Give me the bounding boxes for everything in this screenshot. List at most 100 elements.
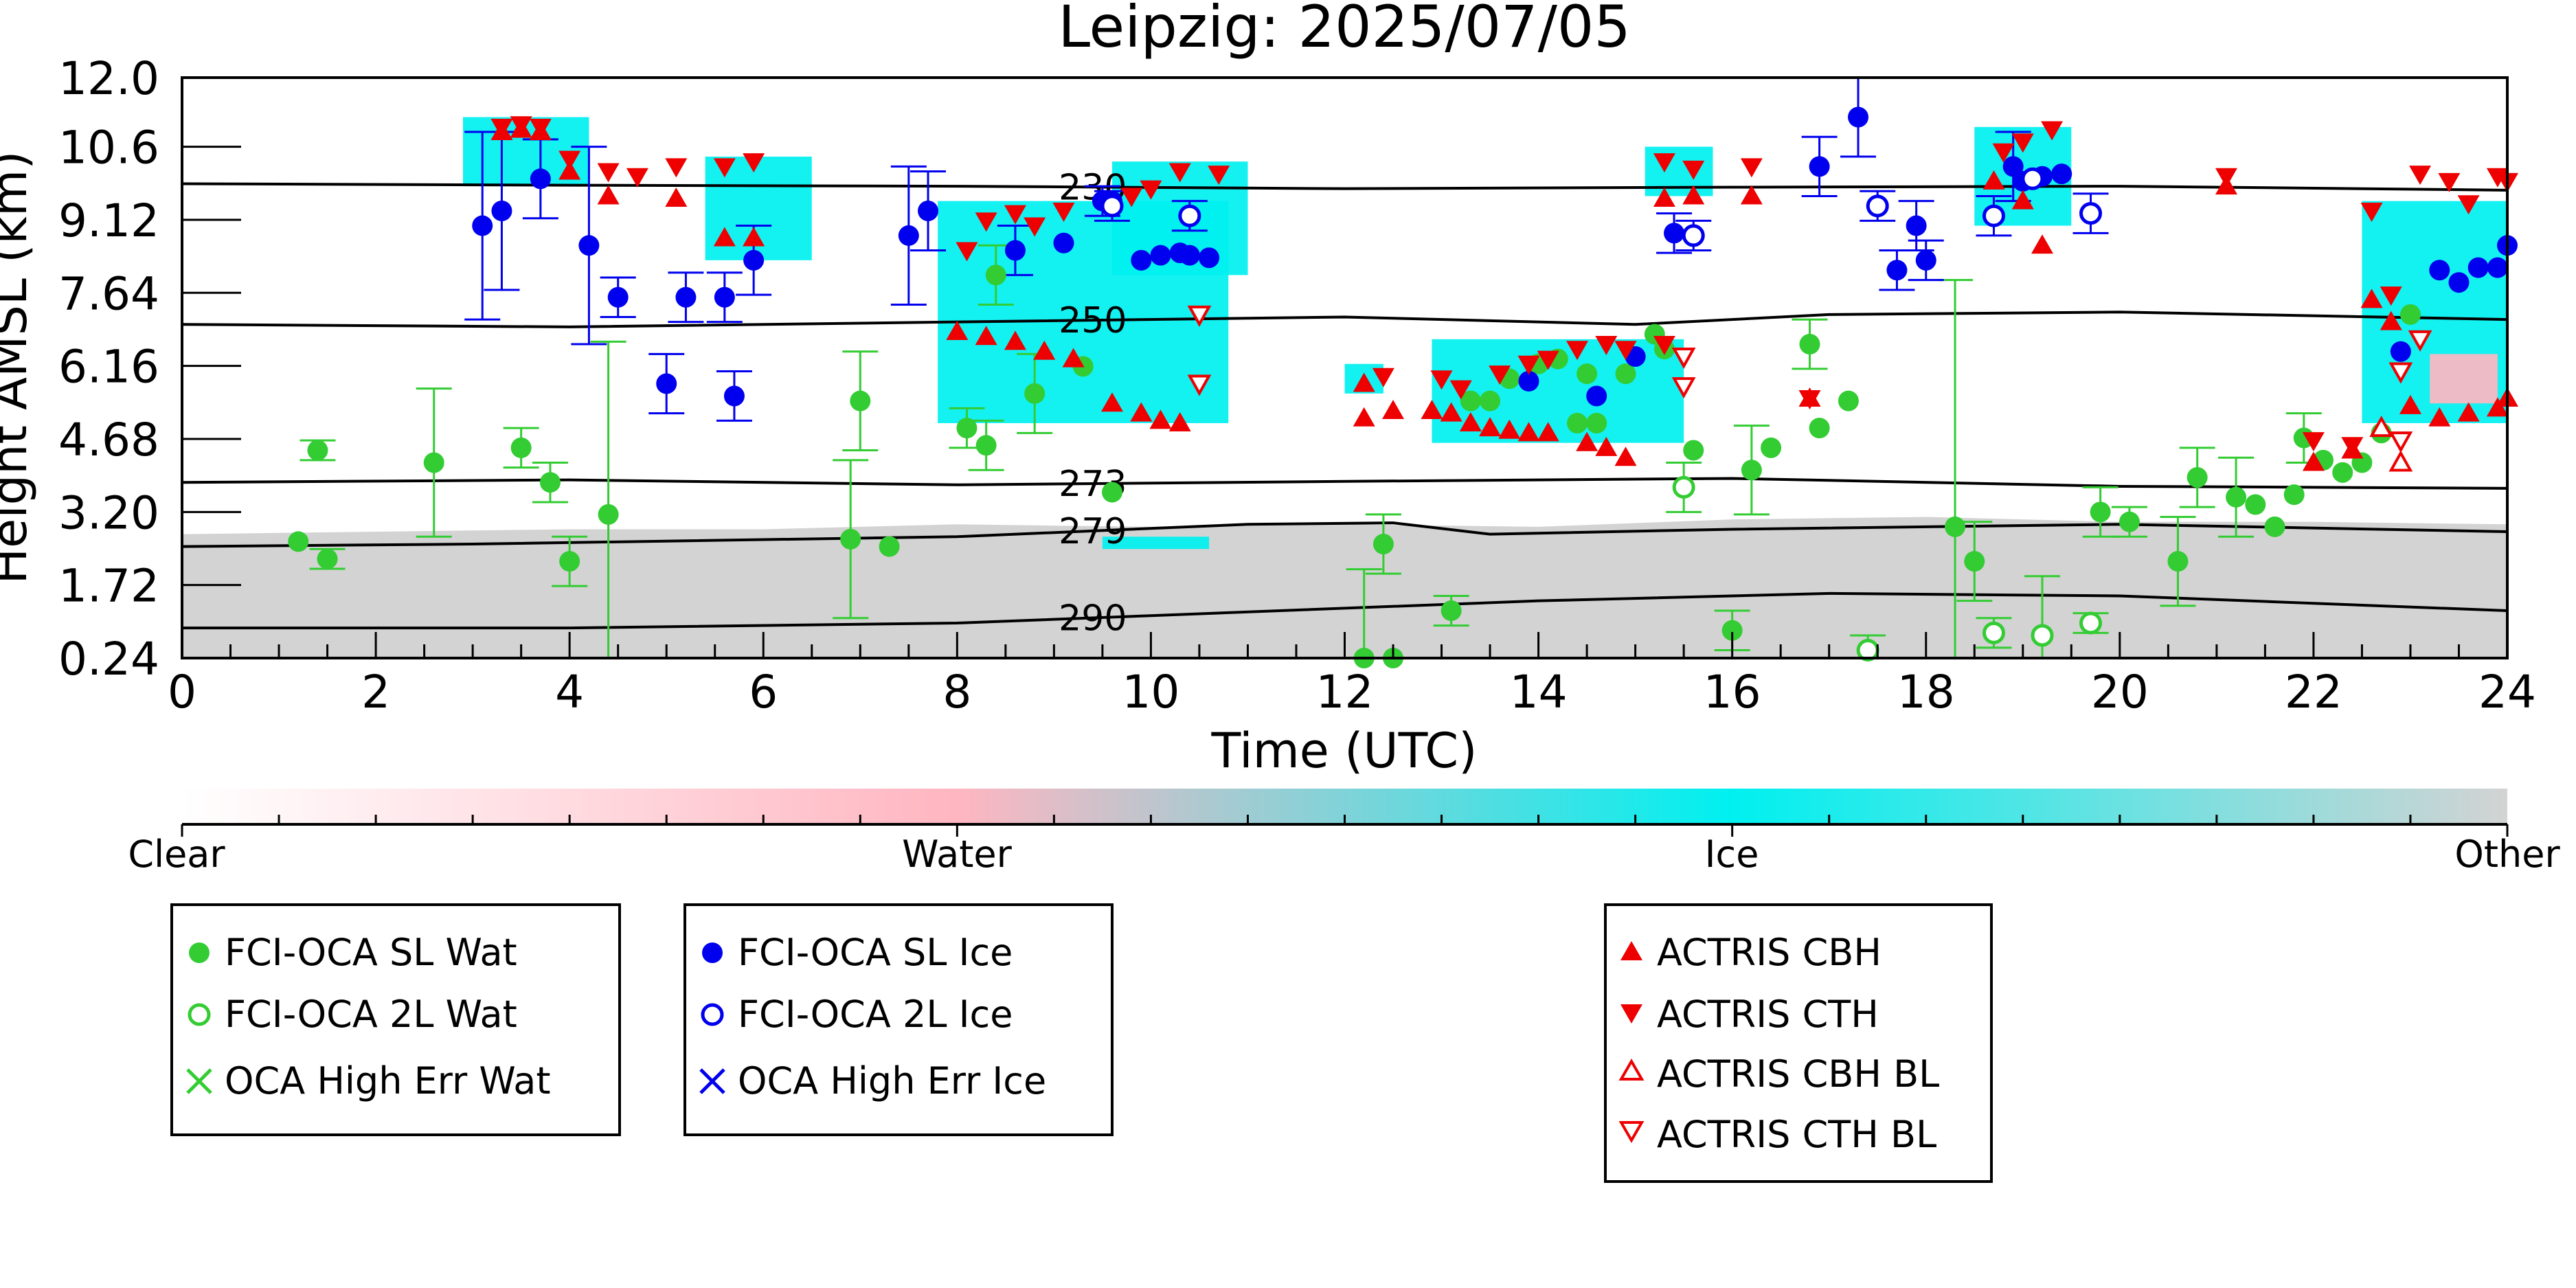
point-actris-cbh-22 [1459,411,1482,431]
contour-273 [182,477,2507,490]
legend-higherr-wat-label: OCA High Err Wat [225,1059,551,1103]
point-actris-cth-37 [2341,437,2364,457]
point-fci-oca-sl-ice-7 [714,286,735,308]
point-actris-cbh-5 [665,188,688,207]
point-actris-cbh-36 [2031,234,2053,254]
y-axis: 0.24 1.72 3.20 4.68 6.16 7.64 9.12 10.6 12.0 [58,52,241,686]
point-fci-oca-sl-wat-42 [2119,511,2140,532]
legend-sl-wat-marker [189,942,210,963]
point-fci-oca-sl-wat-47 [2264,516,2285,537]
point-fci-oca-sl-wat-35 [1761,437,1782,458]
colorbar-label-ice: Ice [1705,833,1759,876]
point-actris-cth-14 [1120,188,1143,207]
point-fci-oca-sl-wat-13 [985,264,1006,286]
point-actris-cth-25 [1595,336,1618,356]
point-fci-oca-2l-ice-4 [1982,204,2005,227]
point-fci-oca-sl-ice-0 [472,215,493,236]
point-actris-cth-26 [1614,341,1637,361]
point-fci-oca-sl-ice-16 [1131,249,1152,271]
point-actris-cth-bl-4 [2388,362,2413,384]
point-fci-oca-sl-wat-45 [2226,486,2247,508]
data-markers [288,106,2518,668]
point-fci-oca-sl-ice-27 [1886,260,1908,281]
point-fci-oca-sl-wat-18 [1372,534,1394,555]
contour-230 [182,182,2507,192]
point-actris-cbh-9 [975,326,997,346]
point-fci-oca-sl-wat-26 [1567,412,1588,433]
legend-2l-ice-marker [701,1003,724,1026]
point-fci-oca-sl-ice-30 [2002,156,2024,177]
classification-regions [182,117,2507,658]
x-tick-label-14: 14 [1510,666,1568,719]
point-fci-oca-sl-wat-41 [2090,501,2111,523]
point-actris-cth-3 [558,150,581,170]
point-actris-cth-13 [1052,203,1075,223]
point-actris-cth-7 [713,158,736,178]
point-fci-oca-sl-ice-8 [723,385,745,407]
contour-250 [182,310,2507,328]
point-actris-cth-40 [2409,166,2432,185]
x-tick-label-20: 20 [2091,666,2149,719]
point-actris-cth-27 [1653,336,1675,356]
point-actris-cth-bl-3 [1671,377,1696,399]
point-actris-cth-29 [1682,160,1705,180]
region-other-0 [182,517,2507,658]
point-actris-cth-42 [2457,195,2480,215]
point-actris-cth-16 [1168,163,1191,183]
point-fci-oca-sl-ice-12 [1004,240,1026,261]
point-fci-oca-2l-ice-1 [1178,204,1201,227]
point-fci-oca-sl-wat-51 [2332,462,2353,483]
point-actris-cth-0 [490,118,513,138]
x-tick-label-2: 2 [361,666,390,719]
point-fci-oca-sl-ice-10 [898,225,919,246]
point-actris-cbh-44 [2457,402,2480,422]
point-actris-cbh-18 [1353,407,1375,427]
point-actris-cth-28 [1653,153,1675,173]
point-fci-oca-2l-ice-3 [1866,194,1889,218]
point-actris-cth-10 [975,212,997,232]
point-fci-oca-sl-ice-3 [578,235,600,256]
legend-sl-wat-label: FCI-OCA SL Wat [225,931,517,974]
point-fci-oca-sl-wat-37 [1809,418,1830,439]
legend-water-box [170,903,621,1136]
point-actris-cth-22 [1517,355,1540,375]
point-fci-oca-sl-wat-21 [1460,390,1481,411]
point-actris-cth-11 [1004,205,1026,225]
point-actris-cbh-13 [1101,392,1123,412]
point-fci-oca-sl-wat-34 [1741,460,1762,481]
point-actris-cth-36 [2302,432,2325,452]
point-fci-oca-sl-ice-9 [743,249,765,271]
point-actris-cbh-38 [2302,451,2325,471]
point-actris-cth-19 [1430,370,1453,390]
point-fci-oca-sl-ice-29 [1915,249,1936,271]
y-tick-label-6: 9.12 [58,194,159,247]
point-fci-oca-sl-ice-4 [607,286,629,308]
x-tick-label-16: 16 [1704,666,1761,719]
point-actris-cbh-34 [1982,170,2005,190]
point-actris-cth-35 [2215,168,2237,188]
point-actris-cbh-24 [1498,419,1521,439]
point-fci-oca-sl-ice-13 [1053,232,1074,253]
point-actris-cth-24 [1566,341,1588,361]
point-fci-oca-2l-wat-0 [1672,475,1695,499]
point-actris-cth-30 [1740,158,1763,178]
point-fci-oca-sl-wat-9 [850,390,871,411]
colorbar-label-water: Water [902,833,1012,876]
point-fci-oca-sl-wat-32 [1683,440,1704,461]
colorbar-label-other: Other [2454,833,2560,876]
point-fci-oca-sl-ice-22 [1586,385,1607,407]
point-actris-cbh-19 [1382,400,1405,420]
point-actris-cth-17 [1208,166,1230,185]
point-actris-cth-23 [1537,350,1559,370]
x-tick-label-6: 6 [749,666,778,719]
colorbar: Clear Water Ice Other [128,789,2560,876]
legend-2l-ice-label: FCI-OCA 2L Ice [738,993,1013,1036]
point-actris-cbh-4 [597,185,620,205]
point-actris-cbh-7 [743,227,765,247]
point-actris-cbh-28 [1595,436,1618,456]
point-fci-oca-sl-wat-2 [317,548,338,569]
point-fci-oca-sl-wat-20 [1440,600,1462,622]
legend-2l-wat-marker [188,1003,211,1026]
point-actris-cbh-32 [1740,185,1763,205]
